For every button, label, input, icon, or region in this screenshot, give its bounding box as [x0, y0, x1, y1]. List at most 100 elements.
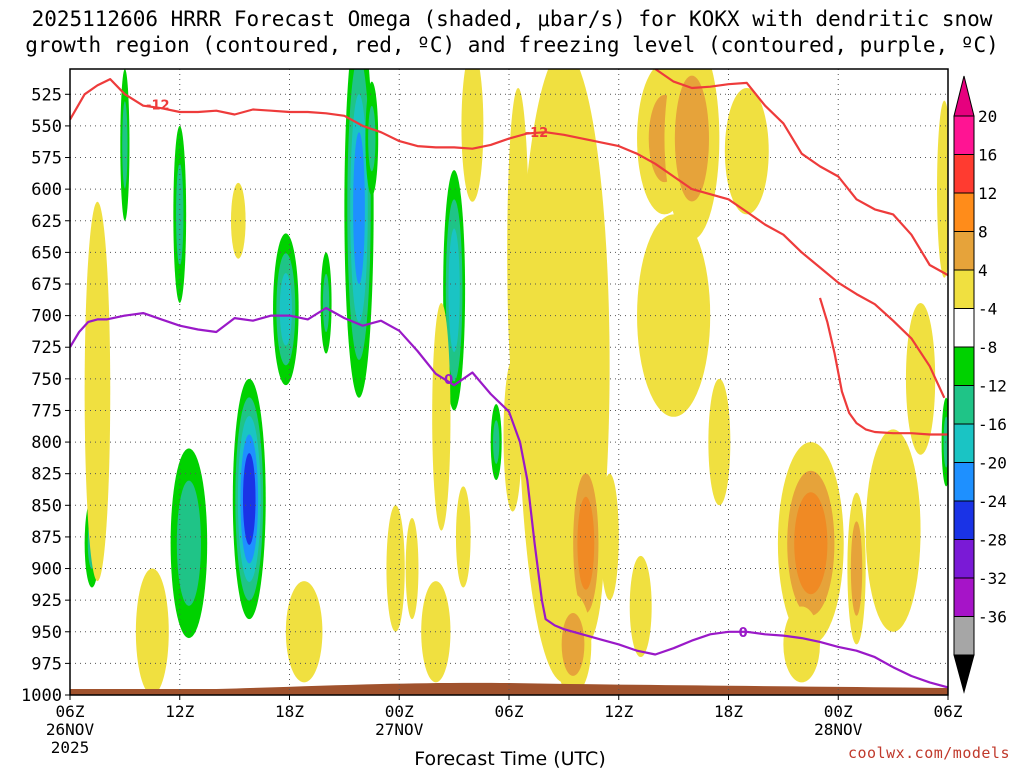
terrain-band	[70, 682, 948, 695]
y-tick-label-550: 550	[31, 117, 62, 137]
omega-cell-5-level-2	[279, 273, 292, 346]
omega-cell-22	[554, 593, 592, 695]
contour-line-2	[818, 297, 948, 436]
omega-cell-13-level-0	[285, 581, 323, 683]
omega-cell-5	[273, 233, 299, 386]
omega-cell-10	[490, 404, 502, 481]
x-date-label-0: 26NOV	[46, 720, 95, 739]
omega-cell-36	[503, 359, 522, 512]
omega-cell-1-level-1	[122, 101, 128, 189]
x-year-label: 2025	[51, 738, 90, 757]
omega-cell-27	[637, 214, 711, 417]
terrain-fill	[70, 682, 948, 695]
omega-cell-7	[344, 69, 374, 398]
omega-cell-15-level-0	[455, 486, 471, 588]
omega-cell-30-level-2	[794, 492, 828, 595]
omega-cell-35-level-0	[937, 100, 948, 278]
contour-label-2: 0	[444, 373, 453, 388]
y-tick-label-825: 825	[31, 465, 62, 485]
omega-cell-3	[170, 448, 208, 639]
colorbar-box-0	[953, 115, 975, 155]
omega-cell-21-level-2	[577, 496, 595, 590]
omega-cell-7-level-3	[353, 132, 365, 284]
omega-cell-18-level-0	[230, 182, 246, 259]
omega-cell-13	[285, 581, 323, 683]
colorbar: 20 16 12 8 4 -4 -8 -12 -16 -20 -24 -28 -32 -36	[953, 75, 1007, 694]
y-tick-label-700: 700	[31, 307, 62, 327]
colorbar-box-13	[953, 616, 975, 656]
credit-text: coolwx.com/models	[847, 744, 1010, 762]
colorbar-label-5: -4	[978, 300, 997, 319]
x-tick-label-42: 00Z	[824, 702, 853, 721]
x-tick-label-48: 06Z	[934, 702, 963, 721]
omega-cell-26	[664, 69, 720, 240]
omega-cell-33	[865, 429, 921, 632]
omega-cell-27-level-0	[637, 214, 711, 417]
contour-label-1: -12	[525, 126, 549, 141]
omega-cell-33-level-0	[865, 429, 921, 632]
colorbar-label-10: -24	[978, 492, 1007, 511]
y-tick-label-900: 900	[31, 560, 62, 580]
colorbar-box-2	[953, 192, 975, 232]
contours: -12 -12 0 0	[70, 69, 948, 689]
contour-line-1	[654, 69, 948, 277]
colorbar-box-10	[953, 500, 975, 540]
omega-cell-38-level-0	[405, 517, 419, 620]
y-tick-label-875: 875	[31, 528, 62, 548]
colorbar-label-7: -12	[978, 377, 1007, 396]
colorbar-top-arrow	[953, 75, 975, 117]
y-tick-label-750: 750	[31, 370, 62, 390]
omega-cell-6-level-1	[322, 273, 330, 333]
x-tick-label-0: 06Z	[56, 702, 85, 721]
omega-cell-24-level-0	[629, 555, 652, 658]
omega-cell-31	[847, 492, 866, 645]
x-tick-label-18: 00Z	[385, 702, 414, 721]
colorbar-box-5	[953, 308, 975, 348]
colorbar-box-9	[953, 462, 975, 502]
y-tick-label-925: 925	[31, 591, 62, 611]
omega-cell-18	[230, 182, 246, 259]
omega-cell-12	[84, 201, 111, 582]
y-tick-label-1000: 1000	[21, 686, 62, 706]
x-tick-label-24: 06Z	[495, 702, 524, 721]
colorbar-label-11: -28	[978, 531, 1007, 550]
omega-cell-4-level-4	[242, 453, 256, 545]
colorbar-label-12: -32	[978, 569, 1007, 588]
x-date-label-18: 27NOV	[375, 720, 424, 739]
colorbar-box-1	[953, 154, 975, 194]
omega-cell-12-level-0	[84, 201, 111, 582]
x-tick-label-30: 12Z	[604, 702, 633, 721]
y-tick-label-625: 625	[31, 212, 62, 232]
omega-cell-28-level-0	[708, 378, 731, 506]
omega-cell-23	[600, 473, 619, 601]
omega-cell-26-level-1	[674, 75, 709, 202]
omega-cell-39	[941, 397, 948, 487]
omega-cell-30	[777, 442, 844, 645]
contour-label-3: 0	[739, 626, 748, 641]
y-tick-label-800: 800	[31, 433, 62, 453]
y-tick-label-775: 775	[31, 401, 62, 421]
omega-cell-1	[120, 69, 130, 221]
omega-cell-16	[432, 302, 451, 531]
colorbar-box-6	[953, 346, 975, 386]
colorbar-label-8: -16	[978, 415, 1007, 434]
omega-cell-9	[443, 170, 466, 411]
contour-line-3	[70, 306, 948, 689]
y-axis: 525 550 575 600 625 650 675 700 725 750 775 800 825 8…	[21, 85, 70, 706]
omega-cell-29	[724, 87, 769, 215]
y-tick-label-575: 575	[31, 149, 62, 169]
colorbar-box-7	[953, 385, 975, 425]
omega-cell-10-level-1	[493, 420, 500, 464]
colorbar-label-3: 8	[978, 223, 988, 242]
contour-label-0: -12	[146, 98, 170, 113]
colorbar-label-13: -36	[978, 608, 1007, 627]
colorbar-label-1: 16	[978, 146, 997, 165]
omega-cell-32-level-0	[783, 606, 820, 683]
y-tick-label-725: 725	[31, 338, 62, 358]
omega-cell-23-level-0	[600, 473, 619, 601]
omega-cell-9-level-2	[448, 228, 460, 353]
x-axis-label: Forecast Time (UTC)	[414, 748, 605, 768]
omega-cell-35	[937, 100, 948, 278]
omega-cell-29-level-0	[724, 87, 769, 215]
